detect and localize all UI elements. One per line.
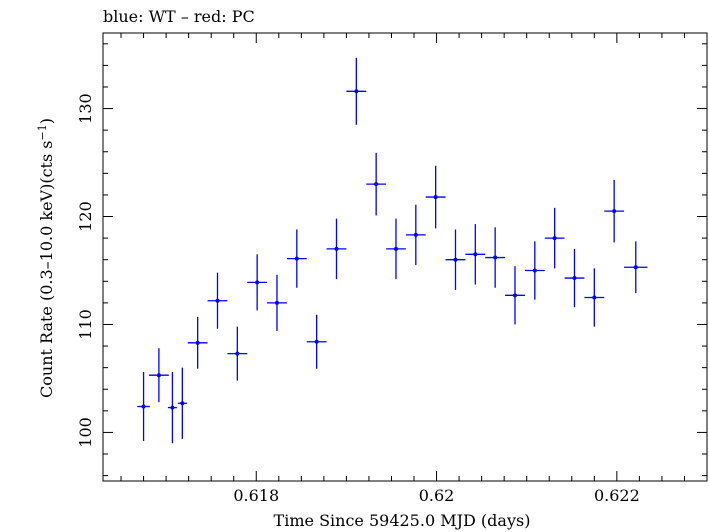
data-point <box>544 207 565 269</box>
point-marker <box>493 255 498 260</box>
data-point <box>187 316 208 369</box>
point-marker <box>552 236 557 241</box>
plot-frame <box>102 32 708 482</box>
y-axis-label-main: Count Rate (0.3–10.0 keV)(cts s <box>37 141 56 398</box>
point-marker <box>413 232 418 237</box>
point-marker <box>433 195 438 200</box>
point-marker <box>512 293 517 298</box>
point-marker <box>294 256 299 261</box>
x-tick-label: 0.618 <box>233 486 279 505</box>
data-point <box>326 218 347 280</box>
point-marker <box>334 246 339 251</box>
data-point <box>604 179 625 243</box>
point-marker <box>314 339 319 344</box>
data-point <box>148 348 169 403</box>
point-marker <box>374 182 379 187</box>
data-point <box>425 165 446 229</box>
data-point <box>346 57 367 125</box>
y-axis-label: Count Rate (0.3–10.0 keV)(cts s−1) <box>36 118 56 398</box>
point-marker <box>215 298 220 303</box>
point-marker <box>156 373 161 378</box>
data-point <box>227 326 248 381</box>
data-point <box>267 274 287 331</box>
data-point <box>445 229 466 290</box>
y-axis-label-superscript: −1 <box>36 124 49 140</box>
x-axis-label: Time Since 59425.0 MJD (days) <box>274 511 531 530</box>
data-points <box>137 57 648 444</box>
x-tick-label: 0.62 <box>419 486 455 505</box>
data-point <box>485 227 506 288</box>
data-point <box>386 218 406 280</box>
data-point <box>405 204 426 266</box>
data-point <box>624 241 648 294</box>
point-marker <box>393 246 398 251</box>
point-marker <box>532 268 537 273</box>
data-point <box>207 272 228 329</box>
point-marker <box>572 276 577 281</box>
point-marker <box>141 404 146 409</box>
data-point <box>564 248 585 308</box>
point-marker <box>633 265 638 270</box>
point-marker <box>473 252 478 257</box>
data-point <box>584 268 605 327</box>
data-point <box>167 371 177 444</box>
point-marker <box>453 257 458 262</box>
data-point <box>366 152 387 216</box>
data-point <box>524 241 545 300</box>
y-axis-ticks: 100 110 120 130 <box>76 43 707 477</box>
point-marker <box>354 89 359 94</box>
data-point <box>247 254 268 311</box>
point-marker <box>592 295 597 300</box>
point-marker <box>180 401 185 406</box>
point-marker <box>235 351 240 356</box>
point-marker <box>255 280 260 285</box>
y-tick-label: 110 <box>76 309 95 340</box>
data-point <box>505 266 525 325</box>
data-point <box>177 367 187 439</box>
point-marker <box>612 209 617 214</box>
data-point <box>137 371 150 442</box>
y-tick-label: 130 <box>76 93 95 124</box>
data-point <box>465 224 486 285</box>
point-marker <box>170 405 175 410</box>
y-axis-label-tail: ) <box>37 118 56 124</box>
x-axis-ticks: 0.618 0.62 0.622 <box>120 33 708 505</box>
y-tick-label: 120 <box>76 201 95 232</box>
point-marker <box>274 300 279 305</box>
data-point <box>286 229 307 288</box>
point-marker <box>195 340 200 345</box>
chart-title: blue: WT – red: PC <box>103 7 255 26</box>
y-tick-label: 100 <box>76 417 95 448</box>
data-point <box>306 314 327 369</box>
x-tick-label: 0.622 <box>594 486 640 505</box>
